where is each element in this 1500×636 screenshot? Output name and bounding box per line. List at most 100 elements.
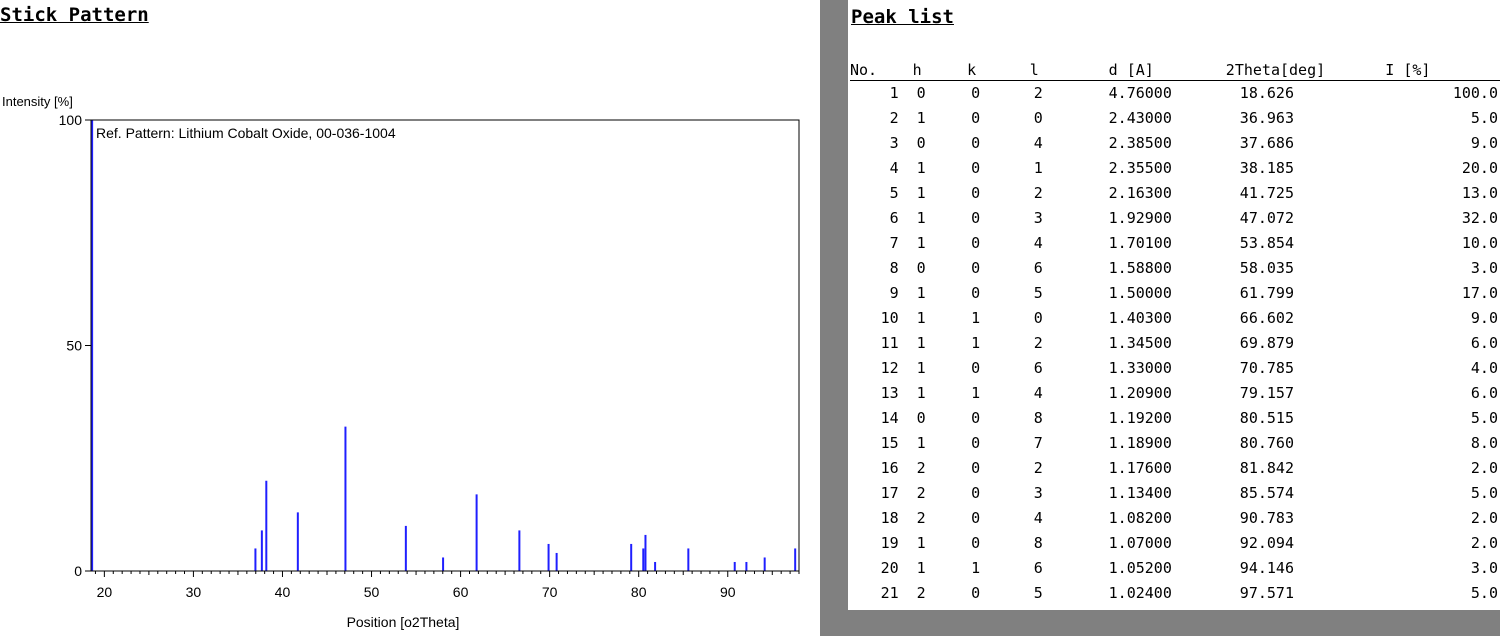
table-row: 10 1 1 0 1.40300 66.602 9.0 bbox=[850, 306, 1500, 331]
cell-h: 1 bbox=[916, 434, 926, 452]
x-tick-label: 80 bbox=[631, 584, 647, 600]
table-row: 20 1 1 6 1.05200 94.146 3.0 bbox=[850, 556, 1500, 581]
x-tick-label: 60 bbox=[453, 584, 469, 600]
cell-h: 2 bbox=[916, 509, 926, 527]
cell-k: 0 bbox=[971, 284, 981, 302]
cell-2theta: 90.783 bbox=[1239, 509, 1294, 527]
header-l: l bbox=[1029, 60, 1109, 81]
cell-d-spacing: 1.33000 bbox=[1108, 359, 1172, 377]
cell-intensity: 32.0 bbox=[1461, 209, 1498, 227]
cell-intensity: 3.0 bbox=[1470, 259, 1498, 277]
cell-2theta: 81.842 bbox=[1239, 459, 1294, 477]
cell-d-spacing: 1.19200 bbox=[1108, 409, 1172, 427]
cell-d-spacing: 1.08200 bbox=[1108, 509, 1172, 527]
stick-pattern-title: Stick Pattern bbox=[0, 4, 149, 26]
cell-k: 0 bbox=[971, 584, 981, 602]
x-tick-label: 20 bbox=[97, 584, 113, 600]
cell-no: 12 bbox=[880, 359, 899, 377]
cell-d-spacing: 1.02400 bbox=[1108, 584, 1172, 602]
cell-k: 0 bbox=[971, 359, 981, 377]
cell-h: 1 bbox=[916, 534, 926, 552]
cell-d-spacing: 2.43000 bbox=[1108, 109, 1172, 127]
stick-pattern-panel: Stick Pattern Intensity [%] Position [o2… bbox=[0, 4, 800, 630]
cell-l: 6 bbox=[1033, 259, 1043, 277]
cell-l: 5 bbox=[1033, 284, 1043, 302]
table-row: 18 2 0 4 1.08200 90.783 2.0 bbox=[850, 506, 1500, 531]
cell-2theta: 38.185 bbox=[1239, 159, 1294, 177]
y-tick-label: 50 bbox=[66, 338, 82, 354]
cell-no: 18 bbox=[880, 509, 899, 527]
cell-no: 19 bbox=[880, 534, 899, 552]
cell-intensity: 5.0 bbox=[1470, 409, 1498, 427]
cell-d-spacing: 1.58800 bbox=[1108, 259, 1172, 277]
cell-l: 0 bbox=[1033, 309, 1043, 327]
cell-intensity: 2.0 bbox=[1470, 509, 1498, 527]
cell-intensity: 5.0 bbox=[1470, 584, 1498, 602]
cell-d-spacing: 1.17600 bbox=[1108, 459, 1172, 477]
cell-l: 8 bbox=[1033, 409, 1043, 427]
cell-k: 0 bbox=[971, 209, 981, 227]
cell-intensity: 17.0 bbox=[1461, 284, 1498, 302]
cell-no: 16 bbox=[880, 459, 899, 477]
cell-2theta: 58.035 bbox=[1239, 259, 1294, 277]
cell-k: 0 bbox=[971, 84, 981, 102]
cell-h: 1 bbox=[916, 284, 926, 302]
cell-intensity: 5.0 bbox=[1470, 484, 1498, 502]
x-tick-label: 30 bbox=[186, 584, 202, 600]
cell-intensity: 20.0 bbox=[1461, 159, 1498, 177]
cell-intensity: 10.0 bbox=[1461, 234, 1498, 252]
cell-d-spacing: 2.38500 bbox=[1108, 134, 1172, 152]
cell-2theta: 79.157 bbox=[1239, 384, 1294, 402]
peak-list-table: No. h k l d [A] 2Theta[deg] I [%] 1 0 0 2 4.… bbox=[850, 60, 1500, 606]
cell-h: 1 bbox=[916, 359, 926, 377]
cell-k: 0 bbox=[971, 409, 981, 427]
table-row: 21 2 0 5 1.02400 97.571 5.0 bbox=[850, 581, 1500, 606]
cell-intensity: 2.0 bbox=[1470, 459, 1498, 477]
cell-h: 1 bbox=[916, 209, 926, 227]
cell-h: 1 bbox=[916, 334, 926, 352]
cell-l: 3 bbox=[1033, 209, 1043, 227]
cell-2theta: 47.072 bbox=[1239, 209, 1294, 227]
table-row: 4 1 0 1 2.35500 38.185 20.0 bbox=[850, 156, 1500, 181]
cell-no: 4 bbox=[889, 159, 899, 177]
cell-2theta: 70.785 bbox=[1239, 359, 1294, 377]
cell-no: 1 bbox=[889, 84, 899, 102]
cell-2theta: 69.879 bbox=[1239, 334, 1294, 352]
table-row: 13 1 1 4 1.20900 79.157 6.0 bbox=[850, 381, 1500, 406]
table-row: 9 1 0 5 1.50000 61.799 17.0 bbox=[850, 281, 1500, 306]
cell-h: 1 bbox=[916, 109, 926, 127]
cell-d-spacing: 1.20900 bbox=[1108, 384, 1172, 402]
cell-intensity: 100.0 bbox=[1452, 84, 1498, 102]
cell-d-spacing: 2.35500 bbox=[1108, 159, 1172, 177]
cell-intensity: 9.0 bbox=[1470, 309, 1498, 327]
tick-labels: 20 30 40 50 60 70 80 90 0 50 100 bbox=[59, 112, 736, 600]
cell-h: 1 bbox=[916, 559, 926, 577]
cell-intensity: 6.0 bbox=[1470, 384, 1498, 402]
cell-no: 6 bbox=[889, 209, 899, 227]
cell-d-spacing: 4.76000 bbox=[1108, 84, 1172, 102]
cell-k: 0 bbox=[971, 109, 981, 127]
cell-d-spacing: 2.16300 bbox=[1108, 184, 1172, 202]
cell-2theta: 85.574 bbox=[1239, 484, 1294, 502]
cell-2theta: 18.626 bbox=[1239, 84, 1294, 102]
x-tick-label: 70 bbox=[542, 584, 558, 600]
cell-k: 0 bbox=[971, 484, 981, 502]
header-2theta: 2Theta[deg] bbox=[1225, 60, 1386, 81]
cell-l: 4 bbox=[1033, 509, 1043, 527]
cell-k: 0 bbox=[971, 159, 981, 177]
cell-k: 1 bbox=[971, 559, 981, 577]
cell-no: 13 bbox=[880, 384, 899, 402]
cell-intensity: 9.0 bbox=[1470, 134, 1498, 152]
cell-h: 2 bbox=[916, 584, 926, 602]
cell-l: 3 bbox=[1033, 484, 1043, 502]
cell-k: 0 bbox=[971, 134, 981, 152]
cell-intensity: 13.0 bbox=[1461, 184, 1498, 202]
cell-l: 8 bbox=[1033, 534, 1043, 552]
cell-no: 9 bbox=[889, 284, 899, 302]
cell-d-spacing: 1.34500 bbox=[1108, 334, 1172, 352]
cell-l: 2 bbox=[1033, 334, 1043, 352]
cell-h: 1 bbox=[916, 184, 926, 202]
cell-d-spacing: 1.40300 bbox=[1108, 309, 1172, 327]
cell-l: 0 bbox=[1033, 109, 1043, 127]
cell-k: 1 bbox=[971, 334, 981, 352]
